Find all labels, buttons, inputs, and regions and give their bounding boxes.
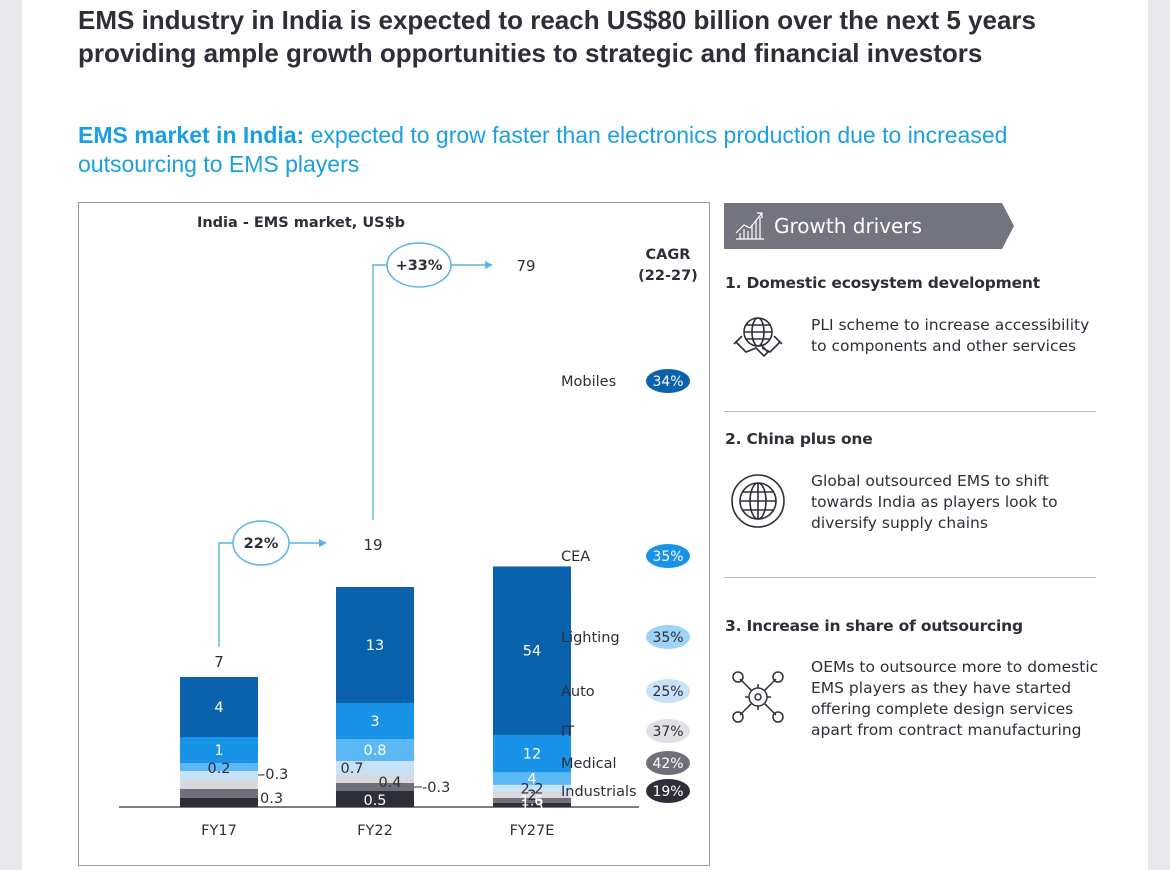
cagr-header: CAGR [646,247,691,263]
slide: EMS industry in India is expected to rea… [22,0,1148,870]
growth-drivers-panel: Growth drivers 1. Domestic ecosystem dev… [722,203,1122,863]
bar-fy22-industrials [336,791,414,807]
x-tick-label: FY17 [201,823,237,839]
globe-icon [731,474,785,528]
cagr-header: (22-27) [638,268,698,284]
cagr-pill [646,779,690,803]
bar-fy17-mobiles [180,677,258,737]
data-label: 54 [523,644,541,660]
driver-3-text: OEMs to outsource more to domestic EMS p… [811,658,1099,739]
data-label: 1.3 [520,798,543,814]
x-tick-label: FY22 [357,823,393,839]
data-label: 0.7 [340,761,363,777]
bar-fy22-cea [336,703,414,739]
series-label: Lighting [561,630,620,646]
cagr-value: 37% [652,724,683,740]
arrow-head [319,539,327,547]
cagr-pill [646,719,690,743]
chart-title: India - EMS market, US$b [197,215,405,231]
bar-fy27e-mobiles [493,566,571,735]
cagr-value: 35% [652,549,683,565]
data-label: 13 [366,638,384,654]
total-label-fy17: 7 [214,653,224,671]
divider-1 [724,411,1096,412]
growth-arrow-line [372,264,485,520]
data-label: 0.2 [207,761,230,777]
divider-2 [724,577,1096,578]
bar-fy22-mobiles [336,587,414,703]
cagr-pill [646,679,690,703]
series-label: IT [561,724,574,740]
data-label: 0.3 [260,791,283,807]
growth-drivers-banner [724,203,1014,249]
data-label: 12 [523,747,541,763]
cagr-pill [646,625,690,649]
bar-fy17-auto [180,771,258,780]
data-label: -0.3 [260,767,288,783]
growth-label: 22% [244,536,279,552]
bar-fy27e-industrials [493,802,571,807]
bar-fy17-cea [180,737,258,763]
growth-drivers-title: Growth drivers [774,214,923,238]
total-label-fy22: 19 [363,536,382,554]
driver-2-heading: 2. China plus one [725,430,873,448]
series-label: Medical [561,756,617,772]
cagr-pill [646,544,690,568]
data-label: 1.6 [520,793,543,809]
bar-fy17-it [180,780,258,789]
data-label: 4 [214,700,223,716]
section-subtitle: EMS market in India: expected to grow fa… [78,121,1118,179]
cagr-value: 19% [652,784,683,800]
cagr-value: 34% [652,374,683,390]
subtitle-bold: EMS market in India: [78,122,305,148]
chart-panel: India - EMS market, US$b FY17 FY22 FY27E 54 1… [78,202,710,866]
growth-bubble [386,242,452,288]
bar-fy17-medical [180,789,258,798]
series-label: Industrials [561,784,637,800]
bar-fy27e-it [493,791,571,798]
cagr-value: 25% [652,684,683,700]
bar-fy17-lighting [180,763,258,771]
total-label-fy27e: 79 [516,257,535,275]
data-label: 0.5 [363,793,386,809]
driver-1-text: PLI scheme to increase accessibility to … [811,316,1090,355]
bar-fy22-it [336,775,414,783]
driver-3-heading: 3. Increase in share of outsourcing [725,617,1023,635]
data-label: 1 [214,743,223,759]
cagr-pill [646,751,690,775]
network-gear-icon [732,671,784,723]
bar-fy22-lighting [336,739,414,761]
data-label: 0.8 [363,743,386,759]
handshake-globe-icon [733,317,783,358]
cagr-pill [646,369,690,393]
growth-chart-icon [735,212,764,240]
bar-fy22-auto [336,761,414,775]
growth-label: +33% [396,258,443,274]
page-title: EMS industry in India is expected to rea… [78,5,1036,68]
cagr-value: 42% [652,756,683,772]
series-label: Mobiles [561,374,616,390]
bar-fy22-medical [336,783,414,791]
bar-fy27e-cea [493,734,571,773]
data-label: -0.3 [422,780,450,796]
data-label: 2.2 [520,781,543,797]
growth-bubble [232,520,290,566]
bar-fy27e-auto [493,784,571,792]
data-label: 4 [527,772,536,788]
bar-fy27e-medical [493,797,571,803]
subtitle-rest: expected to grow faster than electronics… [78,122,1008,177]
data-label: 3 [370,714,379,730]
driver-1-heading: 1. Domestic ecosystem development [725,274,1040,292]
data-label: 2 [527,788,536,804]
data-label: 0.4 [378,775,401,791]
series-label: Auto [561,684,595,700]
series-label: CEA [561,549,590,565]
cagr-value: 35% [652,630,683,646]
x-tick-label: FY27E [510,823,555,839]
driver-2-text: Global outsourced EMS to shift towards I… [811,472,1058,532]
bar-fy17-industrials [180,798,258,807]
arrow-head [485,261,493,269]
ems-market-chart: India - EMS market, US$b FY17 FY22 FY27E 54 1… [119,215,698,839]
bar-fy27e-lighting [493,772,571,785]
